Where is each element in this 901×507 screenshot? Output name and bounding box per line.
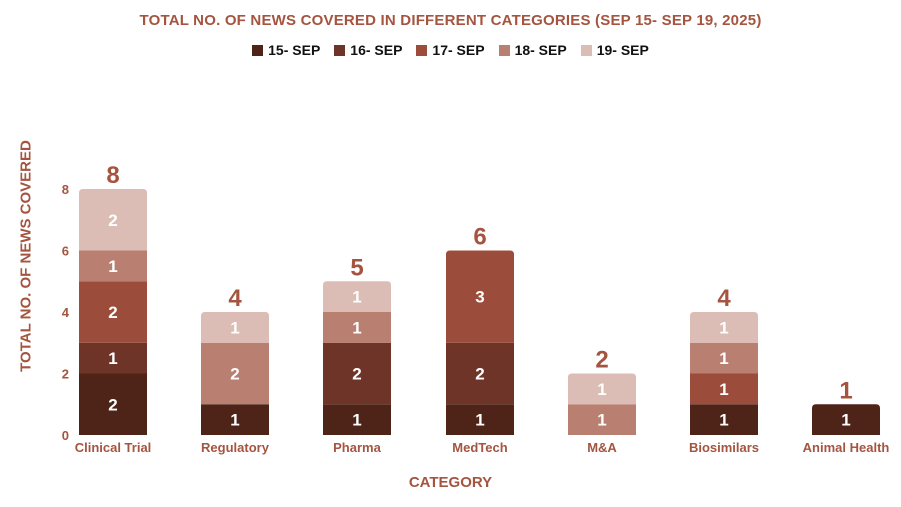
x-axis-label: CATEGORY — [408, 474, 493, 491]
bar-segment — [690, 404, 758, 435]
bar-segment — [201, 404, 269, 435]
segment-value-label: 3 — [475, 288, 484, 307]
y-tick-label: 4 — [62, 305, 70, 320]
bar-segment — [79, 281, 147, 343]
y-tick-label: 0 — [62, 428, 69, 443]
x-tick-label: Pharma — [333, 440, 381, 455]
bar-segment — [446, 342, 514, 405]
segment-value-label: 2 — [108, 211, 117, 230]
x-tick-label: Biosimilars — [689, 440, 759, 455]
bar-segment — [568, 404, 636, 435]
bar-segment — [79, 342, 147, 374]
segment-value-label: 2 — [108, 303, 117, 322]
segment-value-label: 1 — [108, 257, 117, 276]
segment-value-label: 1 — [597, 411, 606, 430]
x-tick-label: Animal Health — [803, 440, 890, 455]
bar-segment — [323, 404, 391, 435]
legend: 15- SEP 16- SEP 17- SEP 18- SEP 19- SEP — [0, 42, 901, 58]
segment-value-label: 2 — [352, 365, 361, 384]
bar-segment — [690, 312, 758, 343]
segment-value-label: 1 — [108, 349, 117, 368]
legend-swatch — [498, 44, 510, 56]
bar-segment — [690, 373, 758, 405]
bar-total-label: 5 — [350, 254, 363, 281]
legend-swatch — [252, 44, 264, 56]
y-tick-label: 8 — [62, 182, 69, 197]
legend-item: 17- SEP — [416, 42, 485, 58]
bar-segment — [79, 189, 147, 251]
legend-item: 16- SEP — [334, 42, 402, 58]
bar-total-label: 4 — [228, 285, 242, 312]
segment-value-label: 1 — [230, 411, 239, 430]
bar-segment — [323, 281, 391, 312]
segment-value-label: 1 — [719, 318, 728, 337]
legend-item: 19- SEP — [580, 42, 649, 58]
bar-segment — [568, 373, 636, 405]
legend-label: 18- SEP — [514, 42, 567, 58]
segment-value-label: 1 — [352, 318, 361, 337]
segment-value-label: 1 — [230, 318, 239, 337]
segment-value-label: 1 — [352, 288, 361, 307]
legend-label: 15- SEP — [268, 42, 321, 58]
bar-segment — [446, 250, 514, 343]
segment-value-label: 2 — [108, 395, 117, 414]
y-tick-label: 6 — [62, 244, 69, 259]
bar-total-label: 8 — [106, 162, 119, 189]
legend-swatch — [416, 44, 428, 56]
bar-total-label: 4 — [717, 285, 731, 312]
legend-item: 18- SEP — [498, 42, 567, 58]
chart-title: TOTAL NO. OF NEWS COVERED IN DIFFERENT C… — [139, 12, 762, 29]
legend-item: 15- SEP — [252, 42, 320, 58]
bar-segment — [201, 312, 269, 343]
bar-segment — [690, 342, 758, 374]
bar-segment — [79, 250, 147, 282]
bar-segment — [446, 404, 514, 435]
legend-label: 19- SEP — [596, 42, 649, 58]
segment-value-label: 1 — [841, 411, 850, 430]
segment-value-label: 1 — [719, 380, 728, 399]
bar-segment — [323, 312, 391, 343]
bar-total-label: 2 — [595, 347, 608, 374]
segment-value-label: 1 — [719, 411, 728, 430]
bar-segment — [79, 373, 147, 435]
segment-value-label: 2 — [230, 365, 239, 384]
bar-segment — [323, 342, 391, 405]
bar-segment — [201, 342, 269, 405]
segment-value-label: 1 — [597, 380, 606, 399]
x-tick-label: Clinical Trial — [75, 440, 152, 455]
y-tick-label: 2 — [62, 367, 69, 382]
segment-value-label: 2 — [475, 365, 484, 384]
legend-swatch — [334, 44, 346, 56]
legend-label: 16- SEP — [350, 42, 403, 58]
segment-value-label: 1 — [475, 411, 484, 430]
segment-value-label: 1 — [352, 411, 361, 430]
legend-label: 17- SEP — [432, 42, 485, 58]
bar-total-label: 1 — [839, 377, 852, 404]
x-tick-label: Regulatory — [201, 440, 270, 455]
bar-total-label: 6 — [473, 224, 486, 251]
x-tick-label: MedTech — [452, 440, 507, 455]
legend-swatch — [580, 44, 592, 56]
x-tick-label: M&A — [587, 440, 617, 455]
bar-segment — [812, 404, 880, 435]
segment-value-label: 1 — [719, 349, 728, 368]
